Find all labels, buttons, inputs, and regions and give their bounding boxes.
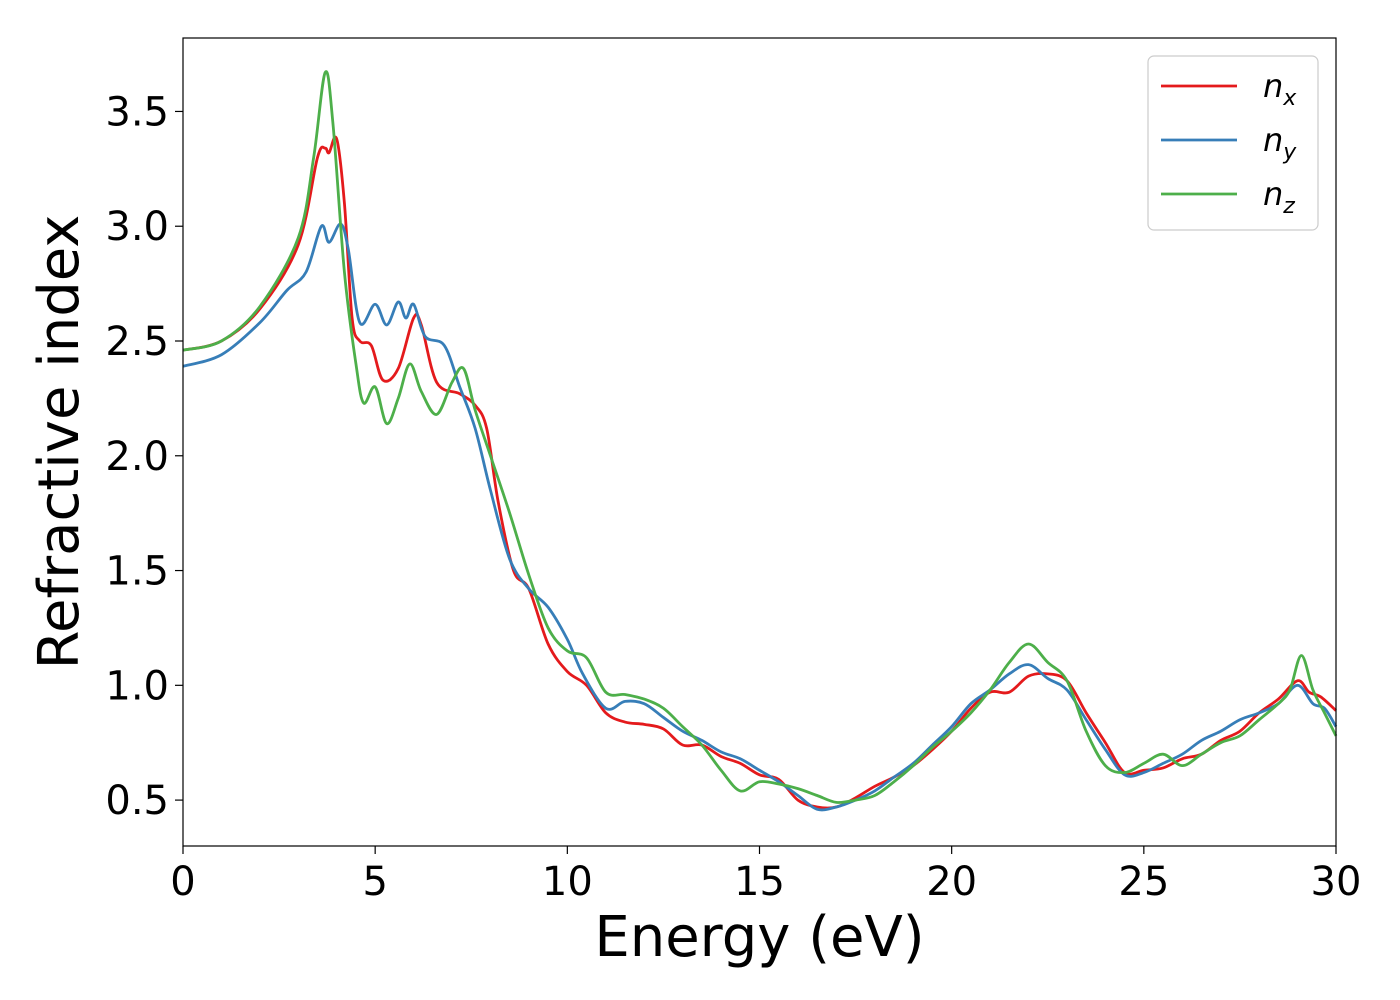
y-tick-label: 0.5 — [105, 778, 169, 824]
x-tick-label: 10 — [542, 859, 593, 905]
y-tick-label: 2.5 — [105, 319, 169, 365]
y-tick-label: 3.5 — [105, 89, 169, 135]
y-axis-ticks: 0.5 1.0 1.5 2.0 2.5 3.0 3.5 — [105, 89, 183, 824]
y-axis-label: Refractive index — [27, 215, 92, 670]
series-line-y — [182, 222, 1338, 812]
y-tick-label: 3.0 — [105, 204, 169, 250]
y-tick-label: 1.0 — [105, 663, 169, 709]
x-tick-label: 0 — [170, 859, 195, 905]
x-axis-ticks: 0 5 10 15 20 25 30 — [170, 846, 1361, 905]
series-line-x — [182, 135, 1337, 810]
x-axis-label: Energy (eV) — [594, 905, 924, 970]
x-tick-label: 30 — [1311, 859, 1362, 905]
x-tick-label: 25 — [1118, 859, 1169, 905]
x-tick-label: 5 — [362, 859, 387, 905]
x-tick-label: 20 — [926, 859, 977, 905]
legend-label-y: ny — [1263, 121, 1297, 165]
x-tick-label: 15 — [734, 859, 785, 905]
legend: nx ny nz — [1147, 55, 1319, 231]
series-layer — [182, 70, 1338, 812]
legend-box — [1147, 55, 1319, 231]
y-tick-label: 2.0 — [105, 434, 169, 480]
legend-label-z: nz — [1263, 175, 1295, 219]
y-tick-label: 1.5 — [105, 549, 169, 595]
legend-label-x: nx — [1263, 67, 1297, 111]
series-line-z — [182, 70, 1338, 804]
